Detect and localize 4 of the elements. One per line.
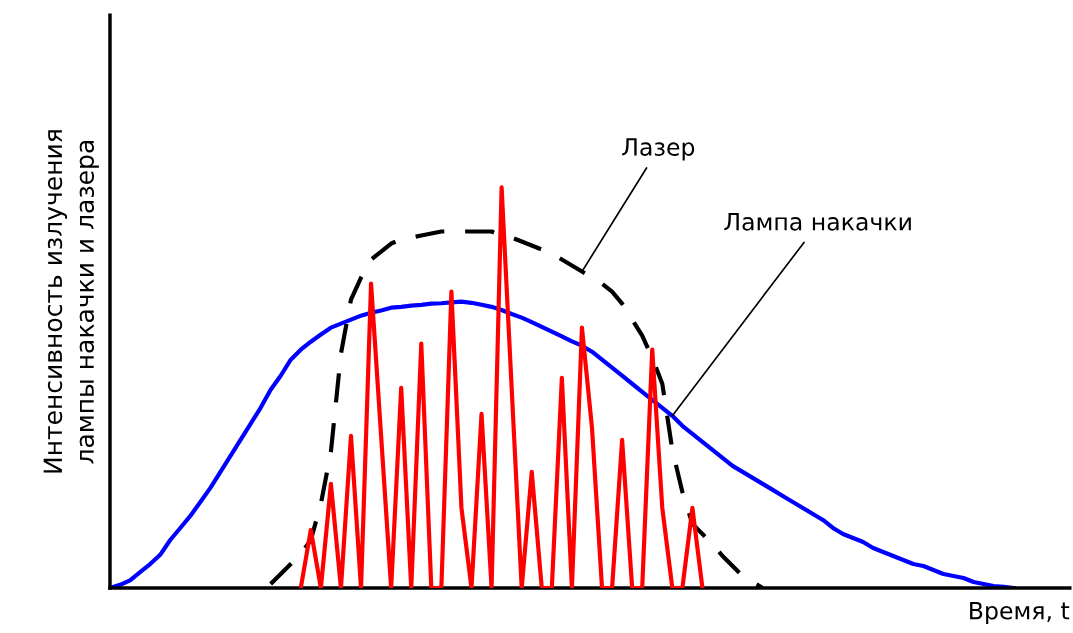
text: Лампа накачки <box>724 213 911 231</box>
x-axis-title: Время, t <box>970 601 1070 625</box>
text: Лазер <box>622 138 695 161</box>
y-axis-title: Интенсивность излучения лампы накачки и лазера <box>43 130 99 473</box>
